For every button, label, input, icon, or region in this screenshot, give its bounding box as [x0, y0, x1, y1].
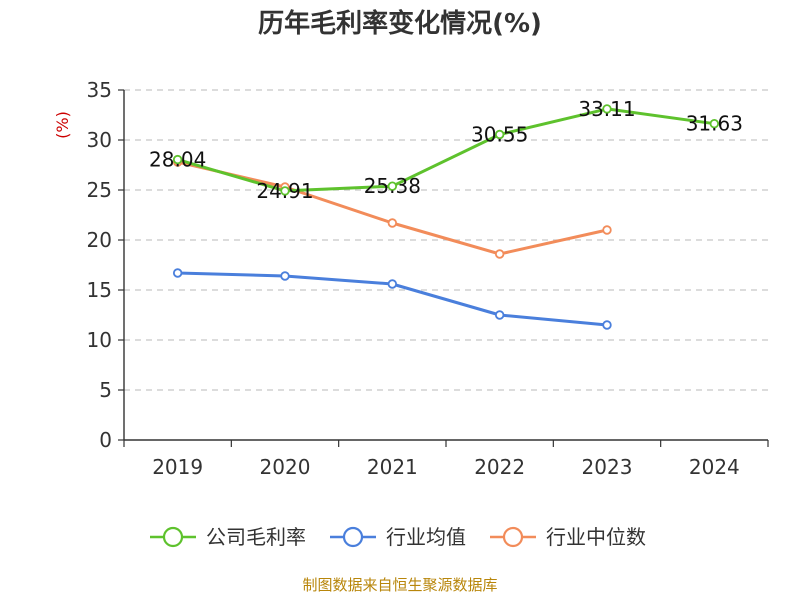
- legend-item: 行业均值: [330, 525, 466, 549]
- legend: 公司毛利率 行业均值 行业中位数: [150, 525, 646, 549]
- series-group: 28.04 24.91 25.38 30.55 33.11 31.63: [149, 97, 743, 330]
- legend-item: 行业中位数: [490, 525, 646, 549]
- legend-item: 公司毛利率: [150, 525, 306, 549]
- y-axis-unit: (%): [53, 111, 72, 139]
- data-point: [387, 181, 398, 191]
- data-point: [602, 104, 612, 114]
- y-tick-label: 0: [99, 428, 112, 452]
- chart-title: 历年毛利率变化情况(%): [258, 8, 542, 39]
- x-tick-label: 2021: [367, 455, 418, 479]
- x-tick-label: 2020: [260, 455, 311, 479]
- data-point: [387, 279, 398, 289]
- legend-label: 行业中位数: [546, 525, 646, 549]
- legend-label: 公司毛利率: [206, 525, 306, 549]
- data-point: [280, 186, 290, 196]
- y-tick-label: 25: [87, 178, 112, 202]
- y-tick-label: 30: [87, 128, 112, 152]
- series-line-0: [177, 107, 715, 193]
- axes: 0 5 10 15 20 25 30 35 2019 2020 2021 2022 2023 2024: [87, 78, 769, 479]
- x-tick-label: 2023: [582, 455, 633, 479]
- data-label: 24.91: [256, 179, 313, 203]
- data-point: [602, 320, 612, 330]
- y-tick-label: 5: [99, 378, 112, 402]
- data-label: 30.55: [471, 123, 528, 147]
- legend-label: 行业均值: [386, 525, 466, 549]
- data-point: [602, 225, 612, 235]
- y-tick-label: 35: [87, 78, 112, 102]
- data-label: 28.04: [149, 148, 206, 172]
- x-tick-label: 2019: [152, 455, 203, 479]
- data-point: [280, 271, 290, 281]
- legend-marker: [342, 526, 364, 548]
- legend-marker: [502, 526, 524, 548]
- y-tick-label: 15: [87, 278, 112, 302]
- data-label: 31.63: [686, 112, 743, 136]
- data-point: [494, 310, 505, 320]
- source-note: 制图数据来自恒生聚源数据库: [302, 576, 497, 594]
- data-point: [494, 249, 505, 259]
- data-point: [494, 129, 505, 140]
- data-point: [172, 268, 183, 278]
- x-tick-label: 2024: [689, 455, 740, 479]
- data-point: [709, 118, 720, 129]
- legend-marker: [162, 526, 184, 548]
- y-tick-label: 10: [87, 328, 112, 352]
- x-tick-label: 2022: [474, 455, 525, 479]
- y-tick-label: 20: [87, 228, 112, 252]
- data-label: 25.38: [364, 174, 421, 198]
- data-label: 33.11: [578, 97, 635, 121]
- data-point: [172, 154, 183, 165]
- data-point: [387, 218, 398, 228]
